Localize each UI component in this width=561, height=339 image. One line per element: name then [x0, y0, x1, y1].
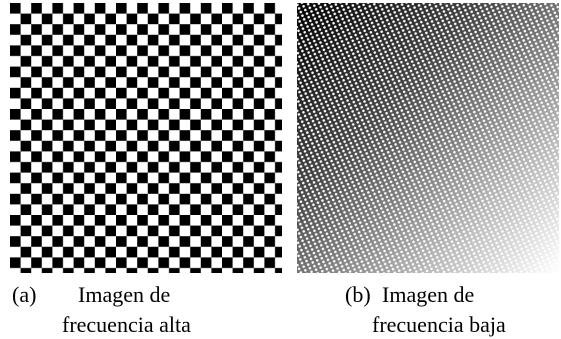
panel-label: (a): [12, 282, 36, 307]
halftone-image: [297, 3, 559, 273]
figure: (a) Imagen de frecuencia alta (b) Imagen…: [0, 0, 561, 339]
caption-line: frecuencia baja: [372, 312, 506, 337]
panel-label: (b): [345, 282, 371, 307]
caption-line: Imagen de: [78, 282, 170, 307]
caption-line: frecuencia alta: [62, 312, 191, 337]
caption-line: Imagen de: [382, 282, 474, 307]
checkerboard-image: [10, 3, 282, 273]
